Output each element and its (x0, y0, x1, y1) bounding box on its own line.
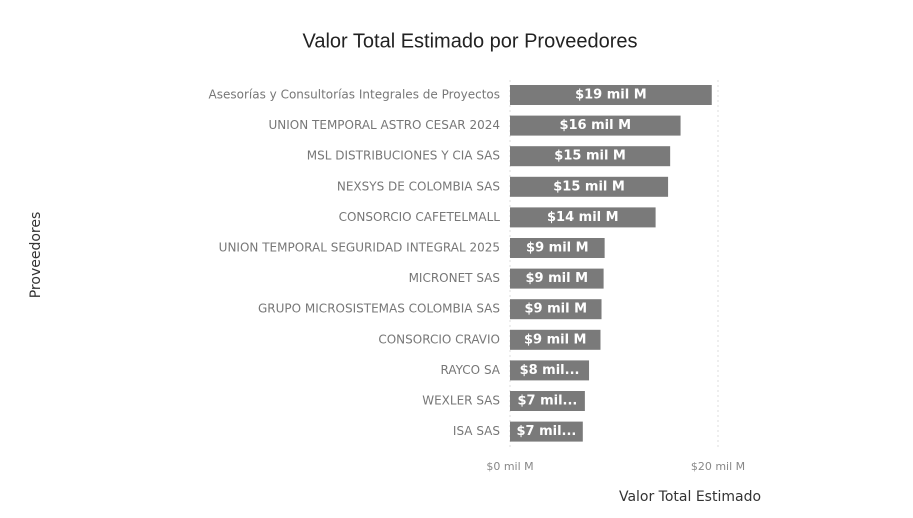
data-label: $9 mil M (526, 241, 589, 256)
y-tick-label: UNION TEMPORAL ASTRO CESAR 2024 (269, 118, 501, 132)
x-tick-label: $20 mil M (691, 460, 745, 473)
data-label: $7 mil... (517, 394, 577, 409)
data-label: $9 mil M (526, 271, 589, 286)
bar (510, 268, 604, 289)
bar (510, 176, 669, 197)
y-tick-label: CONSORCIO CRAVIO (378, 332, 500, 346)
data-label: $16 mil M (559, 118, 631, 133)
y-tick-label: MSL DISTRIBUCIONES Y CIA SAS (307, 149, 500, 163)
y-tick-label: MICRONET SAS (409, 271, 500, 285)
bar (510, 360, 590, 381)
bar (510, 329, 601, 350)
bar (510, 238, 605, 258)
y-tick-label: NEXSYS DE COLOMBIA SAS (337, 179, 500, 193)
x-tick-label: $0 mil M (486, 460, 533, 473)
bar (510, 85, 712, 105)
bar (510, 115, 681, 136)
bar (510, 391, 585, 411)
x-axis-title: Valor Total Estimado (619, 489, 761, 505)
data-label: $15 mil M (554, 149, 626, 164)
bar (510, 421, 583, 442)
y-tick-label: GRUPO MICROSISTEMAS COLOMBIA SAS (258, 302, 500, 316)
data-label: $14 mil M (547, 210, 619, 225)
bar (510, 207, 656, 228)
y-tick-label: ISA SAS (453, 424, 500, 438)
data-label: $9 mil M (524, 302, 587, 317)
data-label: $15 mil M (553, 179, 625, 194)
bar (510, 299, 602, 320)
y-tick-label: RAYCO SA (441, 363, 501, 377)
data-label: $9 mil M (524, 332, 587, 347)
y-axis-title: Proveedores (28, 212, 44, 299)
y-tick-label: Asesorías y Consultorías Integrales de P… (209, 88, 500, 102)
chart-title: Valor Total Estimado por Proveedores (303, 30, 638, 52)
data-label: $7 mil... (516, 424, 576, 439)
bar (510, 146, 671, 167)
y-tick-label: WEXLER SAS (422, 394, 500, 408)
data-label: $8 mil... (520, 363, 580, 378)
y-tick-label: CONSORCIO CAFETELMALL (339, 210, 501, 224)
data-label: $19 mil M (575, 88, 647, 103)
y-tick-label: UNION TEMPORAL SEGURIDAD INTEGRAL 2025 (219, 241, 500, 255)
